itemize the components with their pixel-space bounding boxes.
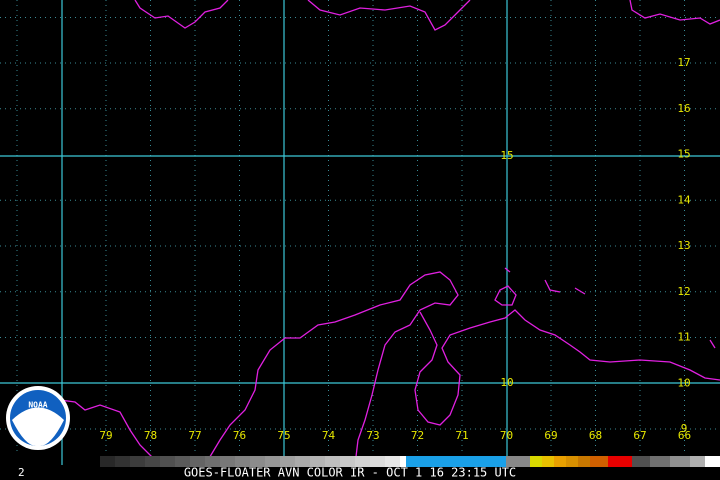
longitude-label: 78 xyxy=(144,429,157,442)
scale-step xyxy=(370,456,385,467)
scale-step xyxy=(690,456,705,467)
scale-step xyxy=(385,456,400,467)
longitude-label: 75 xyxy=(277,429,290,442)
scale-step xyxy=(340,456,355,467)
latitude-label: 12 xyxy=(677,285,690,298)
scale-step xyxy=(205,456,220,467)
longitude-label: 73 xyxy=(366,429,379,442)
scale-step xyxy=(190,456,205,467)
scale-step xyxy=(590,456,608,467)
scale-step xyxy=(100,456,115,467)
logo-gull xyxy=(12,407,64,447)
latitude-label: 14 xyxy=(677,193,691,206)
latitude-label: 16 xyxy=(677,102,690,115)
scale-step xyxy=(406,456,506,467)
scale-step xyxy=(530,456,542,467)
longitude-label: 74 xyxy=(322,429,336,442)
scale-step xyxy=(175,456,190,467)
longitude-label: 71 xyxy=(455,429,468,442)
scale-step xyxy=(578,456,590,467)
longitude-label: 68 xyxy=(589,429,602,442)
scale-step xyxy=(554,456,566,467)
longitude-label: 72 xyxy=(411,429,424,442)
longitude-label: 77 xyxy=(188,429,201,442)
coastline xyxy=(504,267,716,349)
latitude-label: 10 xyxy=(677,376,690,389)
scale-step xyxy=(632,456,650,467)
longitude-label: 67 xyxy=(633,429,646,442)
latitude-label: 15 xyxy=(677,148,690,161)
longitude-label: 66 xyxy=(678,429,691,442)
grid-labels: 17 16 15 14 13 12 11 10 9 79 78 77 76 75 74 73 72 71 70 69 6… xyxy=(99,56,691,442)
scale-step xyxy=(235,456,250,467)
scale-step xyxy=(670,456,690,467)
center-label: 15 xyxy=(500,149,513,162)
scale-step xyxy=(295,456,310,467)
latitude-label: 11 xyxy=(677,331,690,344)
coastline xyxy=(59,399,161,466)
caption: GOES-FLOATER AVN COLOR IR - OCT 1 16 23:… xyxy=(184,466,516,480)
scale-step xyxy=(130,456,145,467)
scale-step xyxy=(220,456,235,467)
frame-number: 2 xyxy=(18,466,25,479)
coastline xyxy=(494,285,517,306)
scale-step xyxy=(355,456,370,467)
coastline xyxy=(134,0,229,29)
longitude-label: 70 xyxy=(500,429,513,442)
scale-step xyxy=(160,456,175,467)
longitude-label: 76 xyxy=(233,429,246,442)
latitude-label: 13 xyxy=(677,239,690,252)
scale-step xyxy=(280,456,295,467)
scale-step xyxy=(705,456,720,467)
scale-step xyxy=(542,456,554,467)
logo-text: NOAA xyxy=(28,401,47,410)
latitude-label: 17 xyxy=(677,56,690,69)
scale-step xyxy=(145,456,160,467)
scale-step xyxy=(400,456,406,467)
scale-step xyxy=(325,456,340,467)
scale-step xyxy=(250,456,265,467)
latitude-label: 9 xyxy=(681,422,688,435)
scale-step xyxy=(115,456,130,467)
noaa-logo: NOAA xyxy=(6,386,70,450)
coastline xyxy=(414,309,720,426)
longitude-label: 69 xyxy=(544,429,557,442)
scale-step xyxy=(310,456,325,467)
coastline xyxy=(204,271,459,466)
scale-step xyxy=(566,456,578,467)
scale-step xyxy=(265,456,280,467)
center-label: 10 xyxy=(500,376,513,389)
scale-step xyxy=(650,456,670,467)
coastlines xyxy=(59,0,720,466)
longitude-label: 79 xyxy=(99,429,112,442)
scale-step xyxy=(506,456,530,467)
scale-step xyxy=(608,456,632,467)
coastline xyxy=(629,0,720,25)
graticule xyxy=(0,0,720,465)
coastline xyxy=(307,0,471,31)
color-scale xyxy=(100,456,720,467)
